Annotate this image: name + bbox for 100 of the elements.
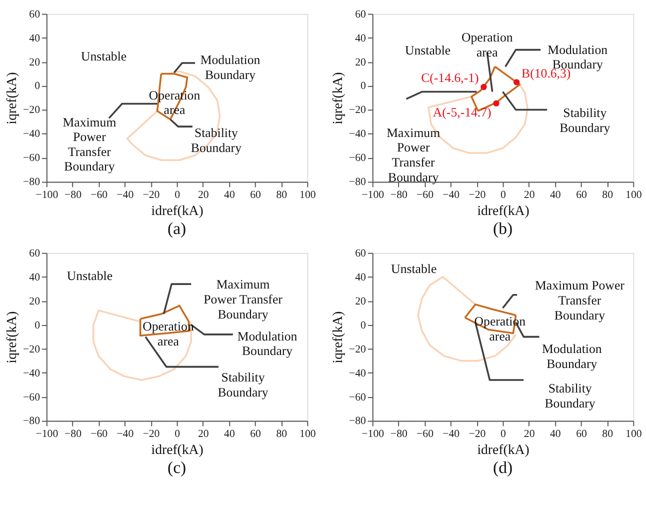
x-tick-label: 60 [576,189,588,202]
y-tick-label: 60 [355,247,367,260]
x-tick-label: 20 [198,189,210,202]
x-tick-label: −100 [36,189,59,202]
annotation: Stability Boundary [218,370,269,400]
y-tick-label: 20 [29,295,41,308]
x-tick-label: 60 [576,428,588,440]
x-tick-label: −80 [64,189,82,202]
y-tick-label: −20 [23,343,41,356]
x-axis-title: idref(kA) [151,202,204,218]
x-tick-label: −80 [390,189,408,202]
x-tick-label: −40 [116,428,134,440]
text: (c) [168,458,186,478]
y-tick-label: 40 [355,32,367,44]
x-tick-label: 100 [300,189,316,202]
data-label: C(-14.6,-1) [421,71,479,86]
x-tick-label: 20 [524,428,536,440]
y-axis-title: iqref(kA) [4,72,20,124]
y-tick-label: −40 [23,367,41,380]
y-tick-label: −40 [348,128,367,140]
y-axis-title: iqref(kA) [4,311,20,364]
y-tick-label: −60 [348,391,367,404]
x-tick-label: 80 [602,428,614,440]
x-tick-label: −80 [390,428,408,440]
x-tick-label: 100 [626,189,642,202]
x-tick-label: 100 [626,428,642,440]
text: (a) [168,219,186,238]
y-tick-label: 60 [29,8,41,20]
x-tick-label: −40 [442,428,460,440]
data-label: A(-5,-14.7) [432,105,492,120]
x-tick-label: −80 [64,428,82,440]
x-tick-label: 80 [602,189,614,202]
x-tick-label: −60 [416,428,434,440]
x-tick-label: 0 [500,189,507,202]
text: (b) [492,219,513,238]
x-tick-label: −40 [442,189,460,202]
x-tick-label: 0 [174,189,181,202]
annotation: Stability Boundary [544,382,596,410]
y-tick-label: 0 [360,319,367,332]
x-tick-label: 0 [174,428,181,440]
x-tick-label: −60 [90,189,108,202]
annotation: Maximum Power Transfer Boundary [204,278,284,322]
annotation: Unstable [404,43,451,58]
x-tick-label: −20 [142,189,160,202]
y-tick-label: 20 [355,295,367,308]
x-tick-label: 80 [276,189,288,202]
x-tick-label: 20 [524,189,536,202]
y-tick-label: 0 [360,80,367,92]
y-tick-label: 20 [355,56,367,68]
x-tick-label: 40 [550,428,562,440]
x-tick-label: −60 [416,189,434,202]
x-tick-label: −100 [36,428,59,440]
y-tick-label: −40 [23,128,41,140]
y-tick-label: 40 [29,271,41,284]
y-tick-label: −80 [348,415,367,428]
annotation: Unstable [391,262,437,276]
x-axis-title: idref(kA) [477,202,530,218]
y-tick-label: 0 [34,80,41,92]
x-tick-label: 60 [250,428,262,440]
x-tick-label: 60 [250,189,262,202]
x-axis-title: idref(kA) [151,442,204,457]
annotation: Stability Boundary [560,106,611,135]
x-tick-label: −20 [142,428,160,440]
annotation: Unstable [80,49,127,64]
y-tick-label: −20 [23,104,41,116]
y-tick-label: −20 [348,104,367,116]
text: (d) [492,458,513,478]
y-tick-label: 60 [29,247,41,260]
annotation: Maximum Power Transfer Boundary [534,278,626,322]
x-tick-label: 20 [198,428,210,440]
x-axis-title: idref(kA) [477,442,530,457]
annotation: Modulation Boundary [200,52,261,82]
x-tick-label: −20 [468,428,486,440]
y-tick-label: −60 [23,152,41,164]
y-tick-label: −60 [23,391,41,404]
y-tick-label: 40 [29,32,41,44]
y-tick-label: 0 [34,319,41,332]
x-tick-label: −40 [116,189,134,202]
annotation: Modulation Boundary [237,329,298,358]
annotation: Maximum Power Transfer Boundary [386,126,440,184]
x-tick-label: −100 [362,189,385,202]
x-tick-label: 40 [224,189,236,202]
x-tick-label: −60 [90,428,108,440]
y-tick-label: −80 [348,176,367,188]
x-tick-label: 100 [300,428,316,440]
y-tick-label: −60 [348,152,367,164]
y-tick-label: 40 [355,271,367,284]
y-tick-label: −20 [348,343,367,356]
annotation: Stability Boundary [190,126,242,155]
x-tick-label: 80 [276,428,288,440]
x-tick-label: 40 [550,189,562,202]
x-tick-label: 0 [500,428,507,440]
annotation: Modulation Boundary [542,342,602,371]
x-tick-label: 40 [224,428,236,440]
annotation: Unstable [66,268,113,283]
annotation: Maximum Power Transfer Boundary [62,115,116,174]
y-tick-label: −80 [23,176,41,188]
y-tick-label: 60 [355,8,367,20]
y-axis-title: iqref(kA) [330,72,346,124]
y-axis-title: iqref(kA) [330,311,346,364]
